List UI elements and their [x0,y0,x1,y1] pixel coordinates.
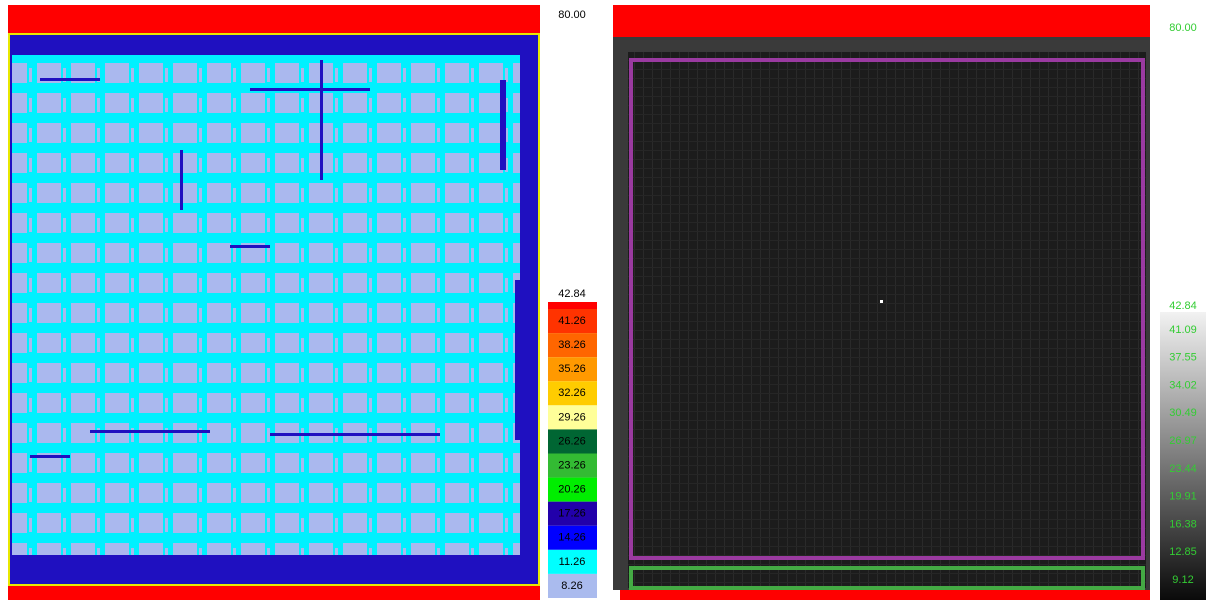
scale-band [548,357,597,382]
scale-band [548,501,597,526]
scale-label: 26.26 [558,435,586,447]
scale-label: 30.49 [1169,407,1197,419]
defects [30,60,521,458]
scale-label: 26.97 [1169,435,1197,447]
scale-band [548,477,597,502]
scale-label: 41.09 [1169,324,1197,336]
gray-ramp [1160,312,1206,600]
left-map [8,5,540,600]
bottom-bar [8,586,540,600]
scale-band [548,429,597,454]
scale-label: 42.84 [558,288,586,300]
map-body [12,55,520,555]
scale-label: 9.12 [1172,574,1193,586]
top-bar [8,5,540,33]
scale-label: 23.44 [1169,463,1197,475]
scale-band [548,381,597,406]
edge-box [629,566,1145,590]
scale-label: 19.91 [1169,491,1197,503]
scale-label: 8.26 [561,580,582,592]
scale-label: 35.26 [558,363,586,375]
scale-cap [548,302,597,309]
scale-label: 41.26 [558,315,586,327]
scale-label: 14.26 [558,532,586,544]
scale-label: 42.84 [1169,300,1197,312]
hot-spot [880,300,883,303]
map-body [628,52,1146,588]
region-box [629,58,1145,560]
scale-label: 38.26 [558,339,586,351]
scale-label: 12.85 [1169,546,1197,558]
right-scale: 80.00 42.84 41.09 37.55 34.02 30.49 26.97 23.4… [1160,22,1206,600]
left-scale: 80.00 42.84 41.26 38.26 35.26 32.26 29.26 26.2… [548,9,597,598]
scale-band [548,549,597,574]
bottom-bar [620,590,1150,600]
right-map [613,5,1150,600]
scale-band [548,453,597,478]
scale-label: 23.26 [558,459,586,471]
scale-band [548,525,597,550]
top-bar [613,5,1150,37]
scale-label: 37.55 [1169,352,1197,364]
scale-max: 80.00 [558,9,586,21]
scale-label: 34.02 [1169,379,1197,391]
scale-label: 16.38 [1169,518,1197,530]
scale-band [548,333,597,358]
scale-label: 20.26 [558,484,586,496]
scale-label: 17.26 [558,508,586,520]
scale-max: 80.00 [1169,22,1197,34]
scale-band [548,309,597,334]
scale-label: 29.26 [558,411,586,423]
scale-label: 32.26 [558,387,586,399]
scale-band [548,573,597,598]
scale-label: 11.26 [559,556,586,568]
scale-band [548,405,597,430]
